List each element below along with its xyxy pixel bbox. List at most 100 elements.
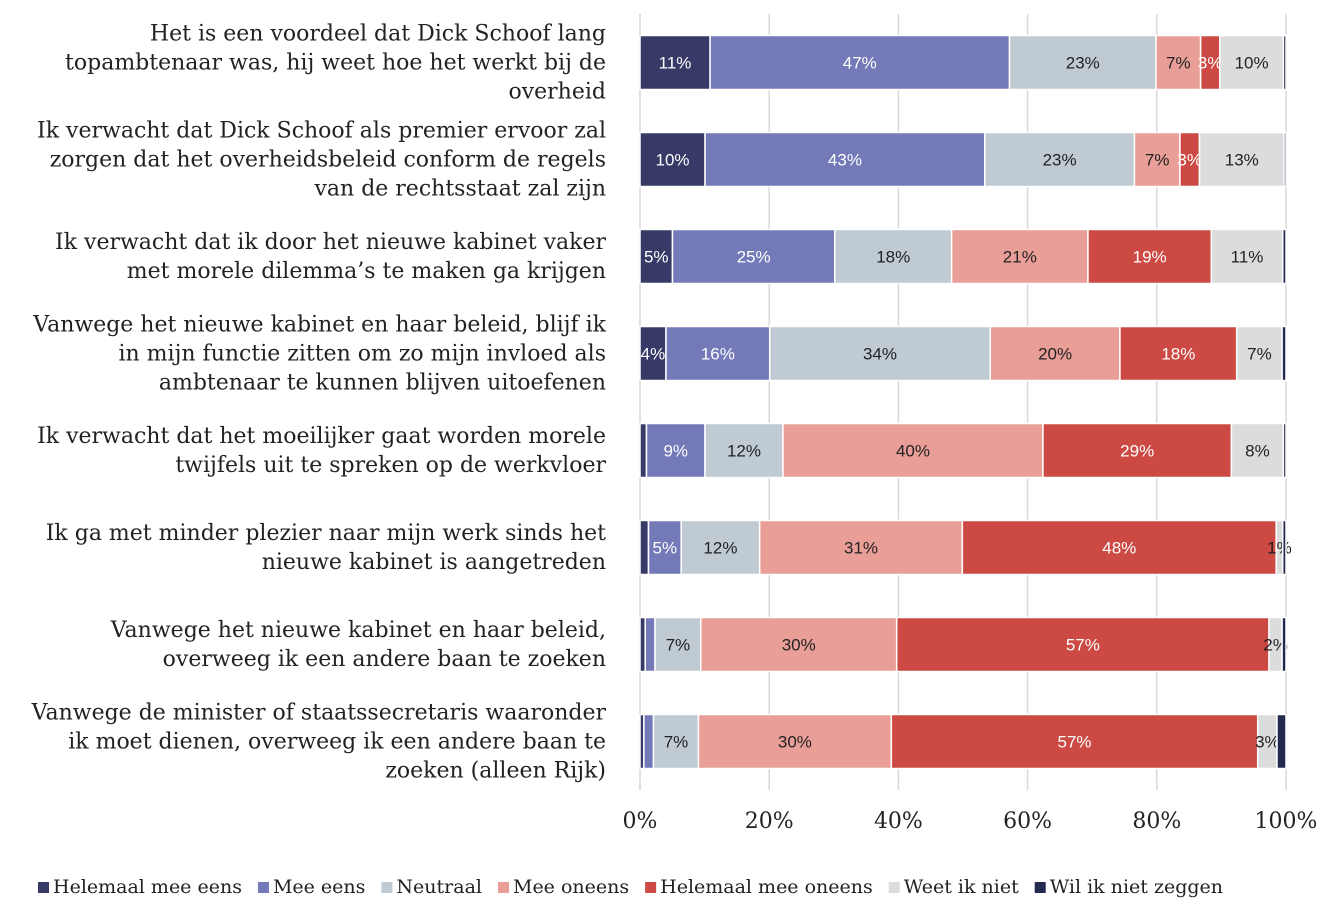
bar-segment	[1210, 228, 1284, 285]
category-label-line: twijfels uit te spreken op de werkvloer	[175, 453, 606, 478]
data-label: 10%	[656, 151, 690, 170]
bar-segment	[890, 713, 1259, 770]
data-label: 30%	[778, 733, 812, 752]
bar-segment	[1218, 34, 1285, 91]
legend-swatch	[497, 882, 509, 893]
data-label: 7%	[666, 636, 691, 655]
category-label-line: Ik verwacht dat Dick Schoof als premier …	[37, 119, 606, 144]
category-label-line: topambtenaar was, hij weet hoe het werkt…	[65, 51, 606, 76]
data-label: 20%	[1038, 345, 1072, 364]
data-label: 18%	[876, 248, 910, 267]
category-label-line: Vanwege de minister of staatssecretaris …	[31, 701, 607, 726]
data-label: 3%	[1255, 733, 1280, 752]
bar-segment	[639, 228, 674, 285]
legend-label: Helemaal mee eens	[53, 876, 242, 898]
bar-segment	[1283, 131, 1287, 188]
bar-segment	[704, 422, 784, 479]
bar-segment	[1235, 325, 1283, 382]
x-tick-label: 0%	[623, 809, 658, 834]
bar-segment	[665, 325, 771, 382]
data-label: 3%	[1177, 151, 1202, 170]
bar-segment	[639, 131, 706, 188]
category-label-line: ambtenaar te kunnen blijven uitoefenen	[159, 371, 606, 396]
bar-segment	[697, 713, 893, 770]
data-label: 8%	[1245, 442, 1270, 461]
bar-segment	[1282, 34, 1287, 91]
data-label: 43%	[828, 151, 862, 170]
category-label-line: zoeken (alleen Rijk)	[385, 759, 606, 784]
category-label-line: Het is een voordeel dat Dick Schoof lang	[150, 22, 606, 47]
bar-segment	[989, 325, 1121, 382]
legend-swatch	[381, 882, 393, 893]
category-label-line: zorgen dat het overheidsbeleid conform d…	[50, 148, 606, 173]
bar-segment	[1281, 325, 1287, 382]
bars: 11% 47% 23% 7% 3% 10% 10% 43% 23% 7% 3% 13% 5% 25% 18%…	[639, 34, 1292, 770]
data-label: 7%	[664, 733, 689, 752]
data-label: 5%	[653, 539, 678, 558]
category-label-line: Ik ga met minder plezier naar mijn werk …	[46, 521, 606, 546]
category-labels: Het is een voordeel dat Dick Schoof lang…	[31, 22, 607, 784]
bar-segment	[1276, 713, 1287, 770]
legend-swatch	[888, 882, 900, 893]
bar-segment	[1282, 228, 1287, 285]
bar-segment	[639, 34, 711, 91]
category-label: Ik verwacht dat Dick Schoof als premier …	[37, 119, 606, 202]
data-label: 1%	[1267, 539, 1292, 558]
bar-segment	[1281, 519, 1287, 576]
data-label: 13%	[1225, 151, 1259, 170]
bar-segment	[758, 519, 964, 576]
data-label: 25%	[737, 248, 771, 267]
bar-segment	[834, 228, 953, 285]
bar-segment	[680, 519, 761, 576]
bar-segment	[1042, 422, 1233, 479]
bar-segment	[699, 616, 898, 673]
bar-segment	[644, 616, 656, 673]
x-tick-label: 60%	[1003, 809, 1052, 834]
category-label-line: Ik verwacht dat het moeilijker gaat word…	[37, 424, 606, 449]
data-label: 11%	[1231, 248, 1264, 267]
category-label-line: in mijn functie zitten om zo mijn invloe…	[118, 342, 606, 367]
data-label: 18%	[1161, 345, 1195, 364]
legend: Helemaal mee eens Mee eens Neutraal Mee one…	[38, 876, 1223, 898]
bar-segment	[1282, 422, 1287, 479]
category-label: Vanwege het nieuwe kabinet en haar belei…	[110, 618, 606, 672]
data-label: 29%	[1120, 442, 1154, 461]
legend-swatch	[1034, 882, 1046, 893]
data-label: 12%	[703, 539, 737, 558]
data-label: 23%	[1066, 54, 1100, 73]
category-label: Ik ga met minder plezier naar mijn werk …	[46, 521, 606, 575]
legend-label: Mee eens	[273, 876, 365, 898]
x-tick-label: 100%	[1255, 809, 1318, 834]
category-label: Ik verwacht dat het moeilijker gaat word…	[37, 424, 606, 478]
data-label: 4%	[641, 345, 666, 364]
data-label: 47%	[843, 54, 877, 73]
data-label: 12%	[727, 442, 761, 461]
category-label: Het is een voordeel dat Dick Schoof lang…	[65, 22, 606, 105]
category-label: Vanwege het nieuwe kabinet en haar belei…	[32, 313, 606, 396]
category-label-line: van de rechtsstaat zal zijn	[313, 177, 606, 202]
legend-swatch	[257, 882, 269, 893]
category-label-line: Vanwege het nieuwe kabinet en haar belei…	[32, 313, 606, 338]
category-label-line: Vanwege het nieuwe kabinet en haar belei…	[110, 618, 606, 643]
data-label: 34%	[863, 345, 897, 364]
x-tick-label: 20%	[745, 809, 794, 834]
bar-segment	[895, 616, 1270, 673]
data-label: 16%	[701, 345, 735, 364]
bar-segment	[950, 228, 1089, 285]
data-label: 9%	[663, 442, 688, 461]
category-label-line: Ik verwacht dat ik door het nieuwe kabin…	[55, 230, 606, 255]
bar-segment	[1087, 228, 1213, 285]
bar-segment	[639, 325, 667, 382]
bar-segment	[1155, 34, 1202, 91]
data-label: 19%	[1133, 248, 1167, 267]
category-label-line: overweeg ik een andere baan te zoeken	[163, 647, 606, 672]
bar-segment	[1119, 325, 1238, 382]
data-label: 23%	[1043, 151, 1077, 170]
data-label: 57%	[1058, 733, 1092, 752]
category-label-line: overheid	[508, 80, 606, 105]
gridlines	[639, 14, 1287, 790]
legend-label: Helemaal mee oneens	[660, 876, 873, 898]
bar-segment	[639, 422, 648, 479]
legend-label: Neutraal	[396, 876, 482, 898]
